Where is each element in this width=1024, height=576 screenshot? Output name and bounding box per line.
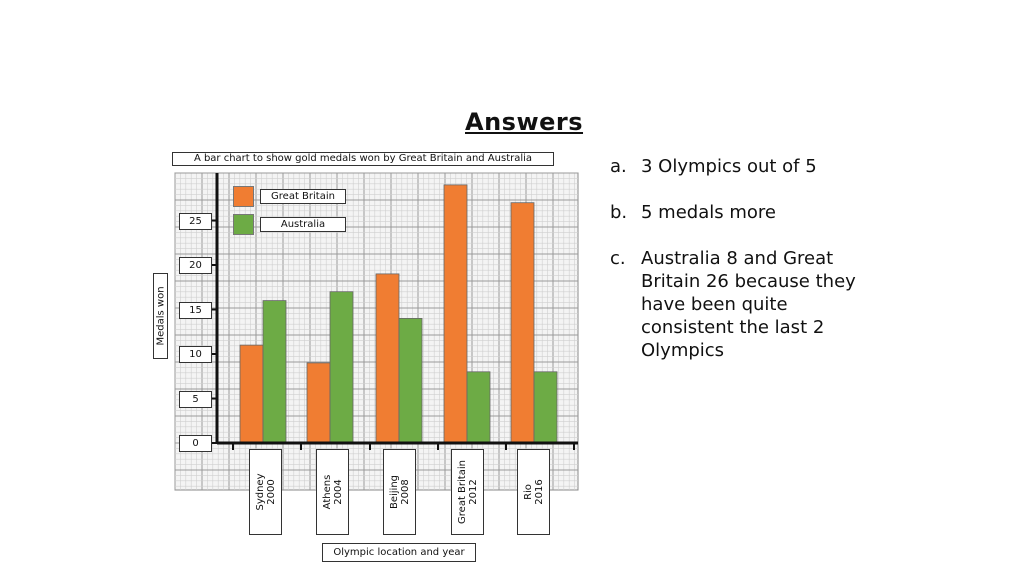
y-tick-label: 10: [179, 346, 212, 363]
bar: [467, 372, 490, 443]
y-tick-label: 15: [179, 302, 212, 319]
x-tick-label-text: Athens 2004: [322, 475, 344, 510]
bar: [534, 372, 557, 443]
bar: [444, 185, 467, 443]
x-tick-label: Rio 2016: [517, 449, 550, 535]
legend-label: Australia: [260, 217, 346, 232]
x-tick-label-text: Beijing 2008: [389, 475, 411, 509]
y-tick-label: 0: [179, 435, 212, 452]
bar: [240, 345, 263, 443]
bar: [263, 301, 286, 443]
y-tick-label: 25: [179, 213, 212, 230]
x-tick-label-text: Rio 2016: [523, 479, 545, 504]
x-axis-label: Olympic location and year: [322, 543, 476, 562]
x-tick-label: Great Britain 2012: [451, 449, 484, 535]
x-tick-label-text: Great Britain 2012: [457, 460, 479, 524]
chart-title: A bar chart to show gold medals won by G…: [172, 152, 554, 166]
x-tick-label: Sydney 2000: [249, 449, 282, 535]
bar: [330, 292, 353, 443]
y-tick-label: 20: [179, 257, 212, 274]
y-axis-label: Medals won: [153, 273, 168, 359]
legend-label: Great Britain: [260, 189, 346, 204]
y-tick-label: 5: [179, 391, 212, 408]
legend-swatch: [233, 214, 254, 235]
bar: [399, 318, 422, 443]
y-axis-label-text: Medals won: [155, 286, 166, 345]
bar: [376, 274, 399, 443]
legend-swatch: [233, 186, 254, 207]
x-tick-label-text: Sydney 2000: [255, 473, 277, 510]
x-tick-label: Athens 2004: [316, 449, 349, 535]
bar: [307, 363, 330, 443]
x-tick-label: Beijing 2008: [383, 449, 416, 535]
bar: [511, 203, 534, 443]
